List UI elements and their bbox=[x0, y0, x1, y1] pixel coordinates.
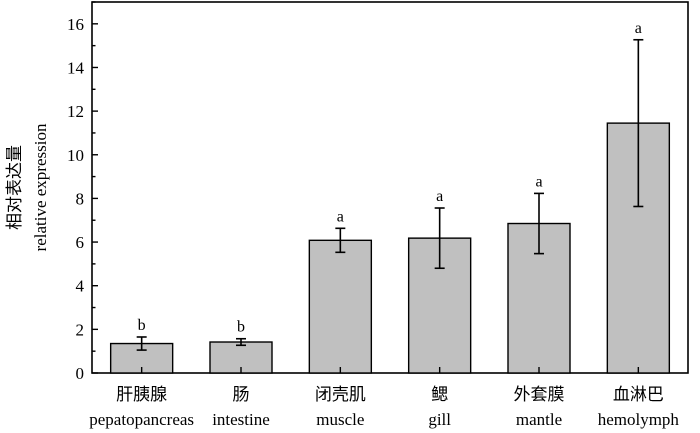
y-tick-label: 6 bbox=[76, 233, 85, 252]
x-category-label-en: gill bbox=[428, 410, 451, 429]
y-tick-label: 2 bbox=[76, 320, 85, 339]
x-category-label-zh: 肠 bbox=[233, 385, 250, 404]
significance-label: b bbox=[138, 317, 146, 334]
x-category-label-en: muscle bbox=[316, 410, 364, 429]
significance-label: a bbox=[337, 208, 344, 225]
y-tick-label: 16 bbox=[67, 15, 84, 34]
x-category-label-zh: 鳃 bbox=[431, 385, 448, 404]
x-category-label-en: hemolymph bbox=[598, 410, 680, 429]
x-category-label-zh: 闭壳肌 bbox=[315, 385, 366, 404]
y-tick-label: 0 bbox=[76, 364, 85, 383]
significance-label: a bbox=[436, 188, 443, 205]
y-tick-label: 14 bbox=[67, 58, 85, 77]
y-axis-label-en: relative expression bbox=[31, 123, 50, 251]
x-category-label-zh: 肝胰腺 bbox=[116, 385, 167, 404]
x-category-label-zh: 血淋巴 bbox=[613, 385, 664, 404]
significance-label: a bbox=[535, 173, 542, 190]
y-axis-label-zh: 相对表达量 bbox=[5, 145, 24, 230]
x-category-label-en: intestine bbox=[212, 410, 270, 429]
significance-label: b bbox=[237, 319, 245, 336]
bar bbox=[308, 239, 373, 374]
y-tick-label: 12 bbox=[67, 102, 84, 121]
x-category-label-en: mantle bbox=[516, 410, 562, 429]
significance-label: a bbox=[635, 20, 642, 37]
y-axis-label-group: 相对表达量 relative expression bbox=[5, 123, 50, 251]
y-tick-label: 8 bbox=[76, 189, 85, 208]
y-tick-label: 10 bbox=[67, 146, 84, 165]
x-category-label-en: pepatopancreas bbox=[89, 410, 194, 429]
x-category-label-zh: 外套膜 bbox=[514, 385, 565, 404]
plot-frame bbox=[91, 1, 689, 374]
y-tick-label: 4 bbox=[76, 277, 85, 296]
